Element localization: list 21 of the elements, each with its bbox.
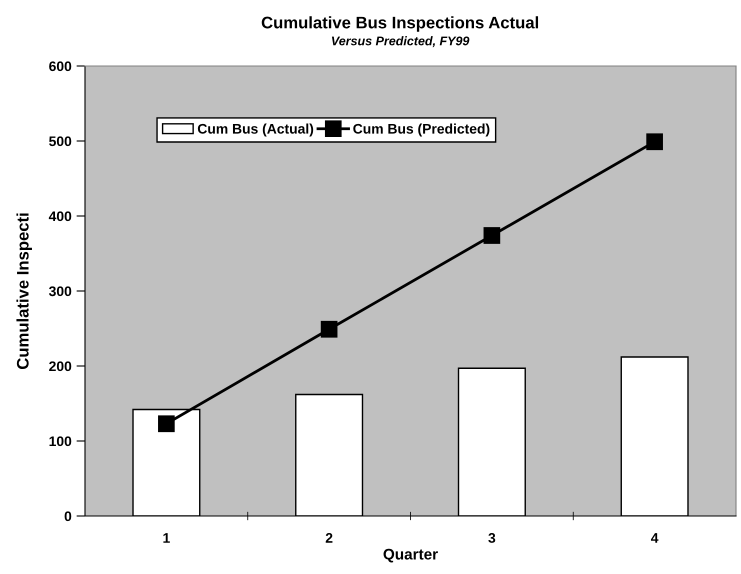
x-tick-label: 1 — [163, 533, 170, 543]
legend-label: Cum Bus (Actual) — [198, 124, 314, 136]
y-axis-title: Cumulative Inspecti — [16, 213, 32, 370]
x-tick-label: 3 — [488, 533, 496, 543]
y-tick-label: 400 — [48, 211, 72, 222]
point — [320, 320, 338, 338]
y-tick-label: 0 — [64, 511, 72, 522]
x-tick-label: 2 — [326, 533, 332, 543]
point — [158, 415, 175, 432]
y-tick-label: 300 — [48, 286, 72, 296]
point — [484, 227, 500, 244]
chart-subtitle: Versus Predicted, FY99 — [332, 36, 470, 48]
y-tick-label: 200 — [49, 361, 72, 372]
x-tick-label: 4 — [650, 533, 658, 543]
y-tick-label: 500 — [49, 136, 72, 146]
y-tick-label: 600 — [49, 61, 72, 72]
legend-label: Cum Bus (Predicted) — [353, 124, 490, 136]
chart-title: Cumulative Bus Inspections Actual — [262, 16, 538, 32]
point — [646, 133, 663, 150]
x-axis-title: Quarter — [384, 548, 438, 562]
y-tick-label: 100 — [50, 436, 72, 446]
